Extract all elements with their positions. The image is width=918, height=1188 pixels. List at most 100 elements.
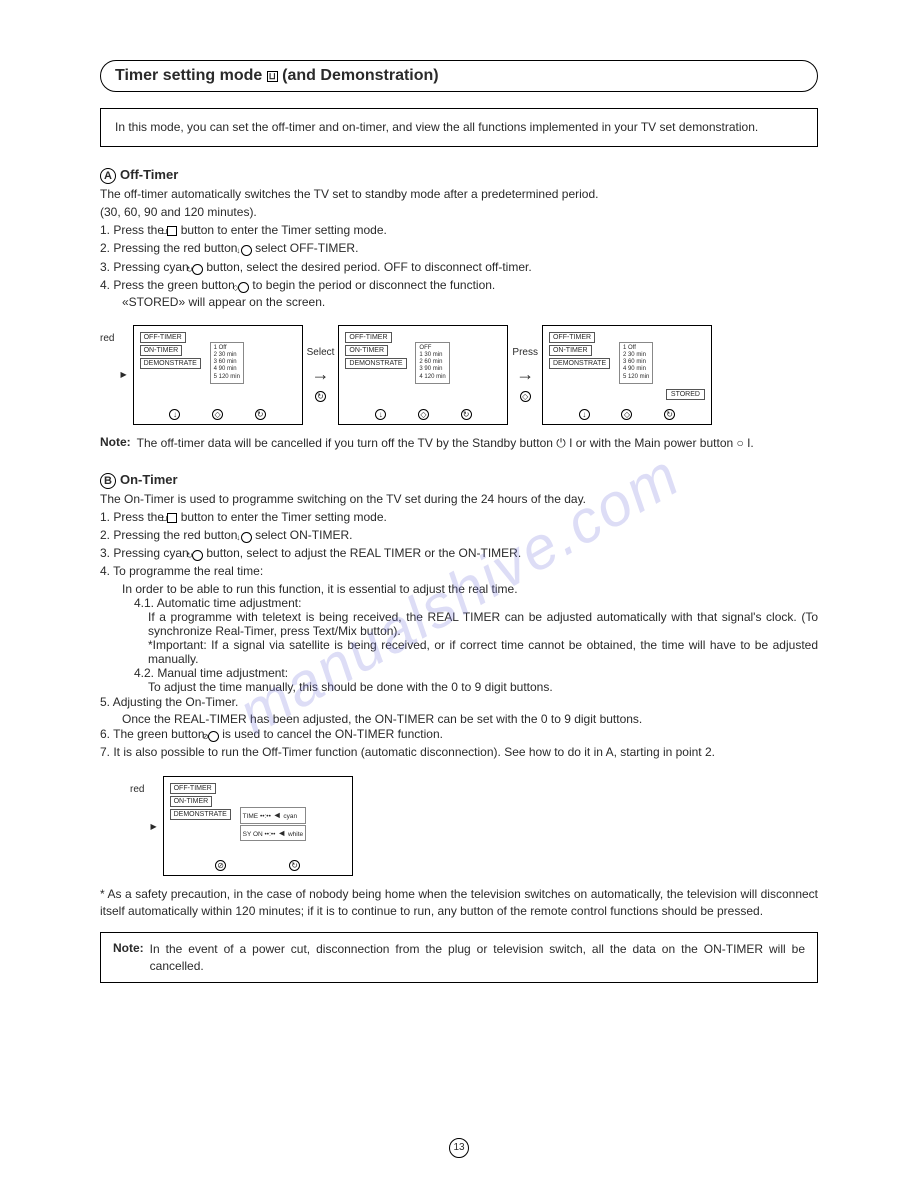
- icons-row-1: ↓ ◇ ↻: [134, 409, 302, 420]
- section-b-letter: B: [100, 473, 116, 489]
- diamond-icon: ◇: [418, 409, 429, 420]
- title-pre: Timer setting mode: [115, 67, 267, 84]
- screen-b: OFF-TIMER ON-TIMER DEMONSTRATE TIME ••:•…: [163, 776, 353, 876]
- section-b-steps3: The green button ⊘ is used to cancel the…: [100, 726, 818, 760]
- section-a-desc2: (30, 60, 90 and 120 minutes).: [100, 204, 818, 220]
- diamond-icon: ◇: [621, 409, 632, 420]
- note-a: Note: The off-timer data will be cancell…: [100, 435, 818, 452]
- cycle-icon: ↻: [255, 409, 266, 420]
- stored-box: STORED: [666, 389, 705, 400]
- note-b-text: In the event of a power cut, disconnecti…: [150, 941, 805, 975]
- screens-row-b: red ▶ OFF-TIMER ON-TIMER DEMONSTRATE TIM…: [130, 776, 818, 876]
- menu-demo: DEMONSTRATE: [140, 358, 201, 369]
- b-step7: It is also possible to run the Off-Timer…: [100, 744, 818, 760]
- b-step6: The green button ⊘ is used to cancel the…: [100, 726, 818, 742]
- triangle-icon: ▶: [150, 822, 156, 831]
- options-3: 1 Off 2 30 min 3 60 min 4 90 min 5 120 m…: [619, 342, 653, 384]
- options-1: 1 Off 2 30 min 3 60 min 4 90 min 5 120 m…: [210, 342, 244, 384]
- timer-button-icon: ⊔: [167, 226, 177, 236]
- section-a-steps: Press the ⊔ button to enter the Timer se…: [100, 222, 818, 293]
- cycle-icon: ↻: [461, 409, 472, 420]
- icons-row-b: ⊘ ↻: [164, 860, 352, 871]
- menu-on: ON-TIMER: [170, 796, 213, 807]
- press-label: Press: [512, 347, 538, 358]
- menu-demo: DEMONSTRATE: [549, 358, 610, 369]
- b-step1: Press the ⊔ button to enter the Timer se…: [100, 509, 818, 525]
- b-step5sub: Once the REAL-TIMER has been adjusted, t…: [100, 712, 818, 726]
- screen-2: OFF-TIMER ON-TIMER DEMONSTRATE OFF 1 30 …: [338, 325, 508, 425]
- note-a-text: The off-timer data will be cancelled if …: [137, 435, 818, 452]
- b-step5: Adjusting the On-Timer.: [100, 694, 818, 710]
- safety-text: * As a safety precaution, in the case of…: [100, 886, 818, 920]
- cycle-icon: ↻: [289, 860, 300, 871]
- triangle-icon: ▶: [120, 370, 126, 379]
- section-a-heading: A Off-Timer: [100, 167, 818, 184]
- menu-off: OFF-TIMER: [140, 332, 186, 343]
- b-step4sub: In order to be able to run this function…: [100, 582, 818, 596]
- arrow-icon: →: [312, 364, 330, 385]
- menu-on: ON-TIMER: [549, 345, 592, 356]
- page-title-box: Timer setting mode ⊔ (and Demonstration): [100, 60, 818, 92]
- diamond-icon: ◇: [520, 391, 531, 402]
- menu-demo: DEMONSTRATE: [170, 809, 231, 820]
- menu-off: OFF-TIMER: [170, 783, 216, 794]
- b-step2: Pressing the red button ↓ select ON-TIME…: [100, 527, 818, 543]
- b-step4: To programme the real time:: [100, 563, 818, 579]
- b-step41a: If a programme with teletext is being re…: [100, 610, 818, 638]
- down-icon: ↓: [579, 409, 590, 420]
- down-icon: ↓: [375, 409, 386, 420]
- cycle-icon: ↻: [192, 264, 203, 275]
- red-label: red: [130, 784, 144, 795]
- screen-3: OFF-TIMER ON-TIMER DEMONSTRATE 1 Off 2 3…: [542, 325, 712, 425]
- cancel-icon: ⊘: [215, 860, 226, 871]
- b-step42t: 4.2. Manual time adjustment:: [100, 666, 818, 680]
- page-number: 13: [449, 1138, 469, 1158]
- section-b-title: On-Timer: [120, 472, 178, 487]
- menu-off: OFF-TIMER: [345, 332, 391, 343]
- section-a-desc1: The off-timer automatically switches the…: [100, 186, 818, 202]
- red-label: red: [100, 333, 114, 344]
- title-square-icon: ⊔: [267, 71, 278, 82]
- note-label: Note:: [113, 941, 144, 975]
- section-b-desc: The On-Timer is used to programme switch…: [100, 491, 818, 507]
- note-label: Note:: [100, 435, 131, 452]
- time-fields: TIME ••:•• ◄ cyan SY ON ••:•• ◄ white: [240, 807, 307, 841]
- section-b-steps: Press the ⊔ button to enter the Timer se…: [100, 509, 818, 580]
- down-icon: ↓: [241, 532, 252, 543]
- menu-demo: DEMONSTRATE: [345, 358, 406, 369]
- section-b-steps2: Adjusting the On-Timer.: [100, 694, 818, 710]
- a-step3: Pressing cyan ↻ button, select the desir…: [100, 259, 818, 275]
- down-icon: ↓: [169, 409, 180, 420]
- cancel-icon: ⊘: [208, 731, 219, 742]
- down-icon: ↓: [241, 245, 252, 256]
- section-b-heading: B On-Timer: [100, 472, 818, 489]
- cycle-icon: ↻: [315, 391, 326, 402]
- options-2: OFF 1 30 min 2 60 min 3 90 min 4 120 min: [415, 342, 449, 384]
- arrow-icon: →: [516, 364, 534, 385]
- intro-box: In this mode, you can set the off-timer …: [100, 108, 818, 147]
- a-step2: Pressing the red button ↓ select OFF-TIM…: [100, 240, 818, 256]
- cycle-icon: ↻: [664, 409, 675, 420]
- menu-on: ON-TIMER: [345, 345, 388, 356]
- section-a-title: Off-Timer: [120, 167, 178, 182]
- timer-button-icon: ⊔: [167, 513, 177, 523]
- section-a-letter: A: [100, 168, 116, 184]
- arrow-select: Select → ↻: [307, 347, 335, 402]
- menu-on: ON-TIMER: [140, 345, 183, 356]
- note-b-box: Note: In the event of a power cut, disco…: [100, 932, 818, 984]
- b-step41t: 4.1. Automatic time adjustment:: [100, 596, 818, 610]
- menu-off: OFF-TIMER: [549, 332, 595, 343]
- screen-1: OFF-TIMER ON-TIMER DEMONSTRATE 1 Off 2 3…: [133, 325, 303, 425]
- diamond-icon: ◇: [212, 409, 223, 420]
- a-step4c: «STORED» will appear on the screen.: [100, 295, 818, 309]
- arrow-press: Press → ◇: [512, 347, 538, 402]
- a-step1: Press the ⊔ button to enter the Timer se…: [100, 222, 818, 238]
- diamond-icon: ◇: [238, 282, 249, 293]
- select-label: Select: [307, 347, 335, 358]
- icons-row-2: ↓ ◇ ↻: [339, 409, 507, 420]
- title-post: (and Demonstration): [278, 67, 439, 84]
- b-step3: Pressing cyan ↻ button, select to adjust…: [100, 545, 818, 561]
- cycle-icon: ↻: [192, 550, 203, 561]
- a-step4: Press the green button ◇ to begin the pe…: [100, 277, 818, 293]
- b-step42a: To adjust the time manually, this should…: [100, 680, 818, 694]
